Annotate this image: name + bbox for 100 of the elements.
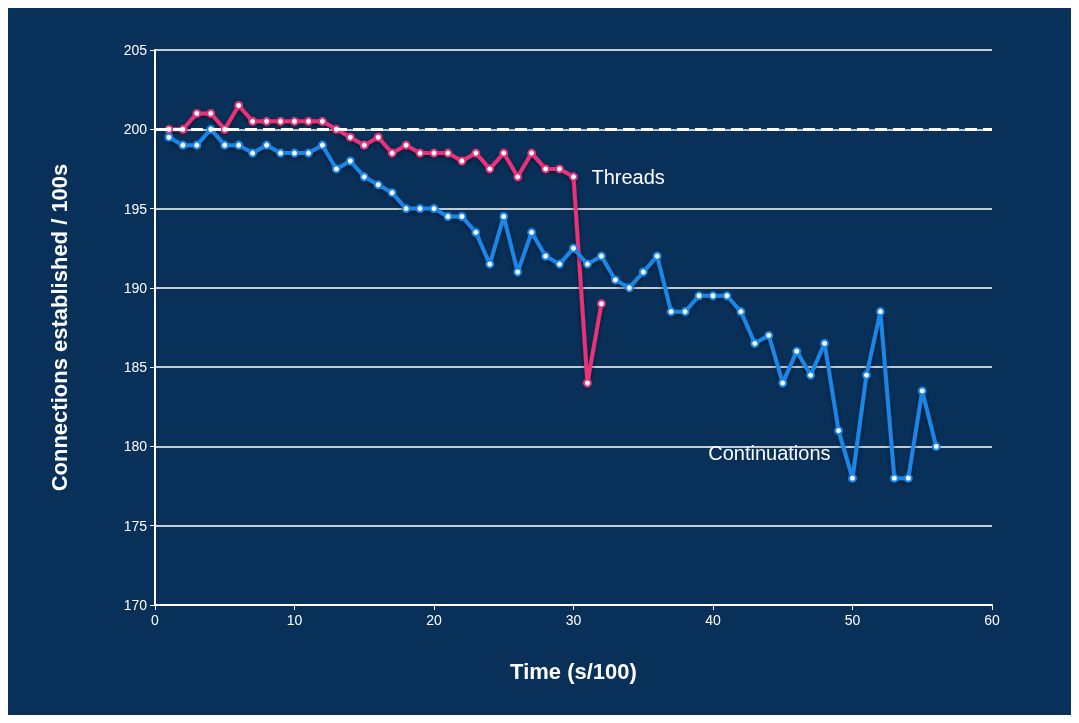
point	[736, 307, 746, 317]
point	[527, 227, 537, 237]
point	[820, 338, 830, 348]
point	[248, 148, 258, 158]
point	[652, 251, 662, 261]
point	[276, 116, 286, 126]
point	[792, 346, 802, 356]
point	[750, 338, 760, 348]
point	[931, 441, 941, 451]
point	[457, 212, 467, 221]
y-tick-label: 190	[123, 279, 148, 296]
point	[262, 140, 272, 150]
x-tick-label: 20	[426, 612, 442, 628]
point	[401, 204, 411, 214]
point	[499, 212, 509, 221]
x-tick-label: 60	[984, 612, 1000, 628]
point	[485, 164, 495, 174]
point	[875, 307, 885, 317]
point	[317, 116, 327, 126]
point	[889, 473, 899, 483]
point	[248, 116, 258, 126]
point	[638, 267, 648, 277]
point	[610, 275, 620, 285]
x-tick-label: 40	[705, 612, 721, 628]
point	[429, 204, 439, 214]
point	[192, 108, 202, 118]
y-tick-label: 175	[123, 517, 148, 534]
point	[917, 386, 927, 396]
x-axis-title: Time (s/100)	[510, 658, 637, 684]
point	[359, 140, 369, 150]
point	[582, 378, 592, 388]
point	[541, 251, 551, 261]
x-tick-label: 10	[286, 612, 303, 628]
point	[582, 259, 592, 269]
point	[290, 116, 299, 126]
point	[778, 378, 788, 388]
point	[192, 140, 202, 150]
point	[303, 148, 313, 158]
y-tick-label: 200	[123, 121, 148, 138]
point	[834, 426, 844, 436]
point	[764, 330, 774, 340]
point	[694, 291, 704, 301]
point	[708, 291, 718, 301]
point	[220, 140, 230, 150]
point	[262, 116, 272, 126]
point	[624, 283, 634, 293]
point	[903, 473, 913, 483]
y-tick-label: 195	[123, 200, 148, 217]
point	[457, 156, 467, 166]
point	[527, 148, 537, 158]
point	[178, 140, 188, 150]
point	[415, 148, 425, 158]
point	[861, 370, 871, 380]
point	[401, 140, 411, 150]
x-tick-label: 0	[151, 612, 160, 628]
point	[596, 251, 606, 261]
point	[569, 172, 578, 182]
y-axis-title: Connections established / 100s	[46, 163, 72, 492]
point	[499, 148, 509, 158]
point	[373, 180, 383, 190]
point	[443, 212, 453, 221]
point	[513, 267, 523, 277]
point	[443, 148, 453, 158]
point	[680, 307, 690, 317]
point	[303, 116, 313, 126]
series-label: Threads	[591, 165, 665, 188]
point	[541, 164, 551, 174]
point	[513, 172, 523, 182]
point	[666, 307, 676, 317]
point	[234, 101, 244, 110]
point	[276, 148, 286, 158]
series-label: Continuations	[708, 441, 831, 464]
point	[555, 164, 565, 174]
point	[429, 148, 439, 158]
x-tick-label: 50	[844, 612, 861, 628]
point	[471, 227, 481, 237]
point	[555, 259, 565, 269]
point	[359, 172, 369, 182]
point	[387, 188, 397, 198]
point	[387, 148, 397, 158]
point	[290, 148, 299, 158]
point	[806, 370, 816, 380]
point	[206, 108, 216, 118]
y-tick-label: 180	[123, 438, 148, 455]
y-tick-label: 170	[123, 597, 148, 613]
point	[569, 243, 578, 253]
point	[220, 124, 230, 134]
point	[234, 140, 244, 150]
point	[317, 140, 327, 150]
point	[331, 164, 341, 174]
point	[345, 156, 355, 166]
point	[345, 132, 355, 142]
y-tick-label: 205	[123, 42, 148, 58]
x-tick-label: 30	[565, 612, 582, 628]
point	[415, 204, 425, 214]
point	[471, 148, 481, 158]
point	[848, 473, 857, 483]
point	[373, 132, 383, 142]
point	[722, 291, 732, 301]
y-tick-label: 185	[123, 359, 148, 376]
